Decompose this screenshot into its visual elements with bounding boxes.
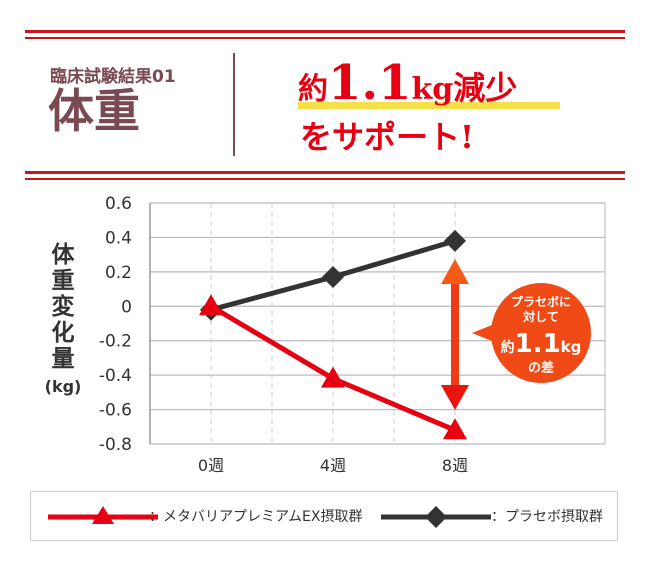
legend-label-placebo: ：プラセボ摂取群 (491, 509, 603, 525)
catch-suffix: 減少 (453, 69, 518, 107)
bottom-rule-thin (25, 178, 625, 180)
data-point-triangle (321, 366, 345, 388)
catch-line-2: をサポート! (300, 118, 475, 156)
callout-line2: 対して (522, 309, 559, 324)
callout-line3: 約1.1kg (501, 329, 582, 359)
y-axis-unit: (kg) (44, 377, 82, 396)
callout-pointer (472, 325, 492, 341)
top-rule (25, 30, 625, 33)
line-chart: 0.6 0.4 0.2 0 -0.2 -0.4 -0.6 -0.8 0週 4週 8週 プラセボに対して… (99, 194, 606, 475)
data-point-diamond (444, 229, 466, 252)
y-tick-label: -0.6 (99, 401, 132, 421)
catch-line-1: 約1.1kg減少 (298, 55, 560, 111)
y-tick-label: -0.2 (99, 332, 132, 352)
x-tick-label: 8週 (442, 456, 468, 475)
callout-line4: の差 (528, 360, 554, 376)
callout-bubble (491, 283, 591, 383)
arrow-down-head (441, 385, 469, 410)
callout-line1: プラセボに (511, 294, 571, 309)
legend: ：メタバリアプレミアムEX摂取群 ：プラセボ摂取群 (30, 491, 618, 541)
legend-label-test: ：メタバリアプレミアムEX摂取群 (149, 509, 363, 525)
top-rule-thin (25, 37, 625, 39)
y-tick-label: -0.8 (99, 435, 132, 455)
y-tick-label: 0.4 (105, 228, 132, 248)
catch-number: 1.1 (328, 55, 412, 111)
legend-marker-black (381, 506, 491, 528)
header-subtitle: 臨床試験結果01 (50, 67, 176, 87)
x-tick-label: 0週 (198, 456, 224, 475)
data-point-triangle (199, 294, 223, 316)
data-point-triangle (443, 418, 467, 440)
y-tick-label: 0.2 (105, 263, 132, 283)
catch-prefix: 約 (298, 72, 328, 107)
bottom-rule (25, 171, 625, 174)
arrow-up-head (441, 259, 469, 284)
y-tick-label: -0.4 (99, 366, 132, 386)
y-tick-label: 0 (121, 297, 132, 317)
divider (233, 53, 235, 156)
catch-unit: kg (411, 72, 454, 107)
y-axis-title: 体重変化量 (51, 242, 75, 372)
legend-marker-red (48, 506, 158, 524)
y-axis-label: 体重変化量 (kg) (43, 242, 83, 400)
y-tick-label: 0.6 (105, 194, 132, 214)
x-tick-label: 4週 (320, 456, 346, 475)
header-title: 体重 (48, 84, 140, 138)
data-point-diamond (322, 266, 344, 289)
